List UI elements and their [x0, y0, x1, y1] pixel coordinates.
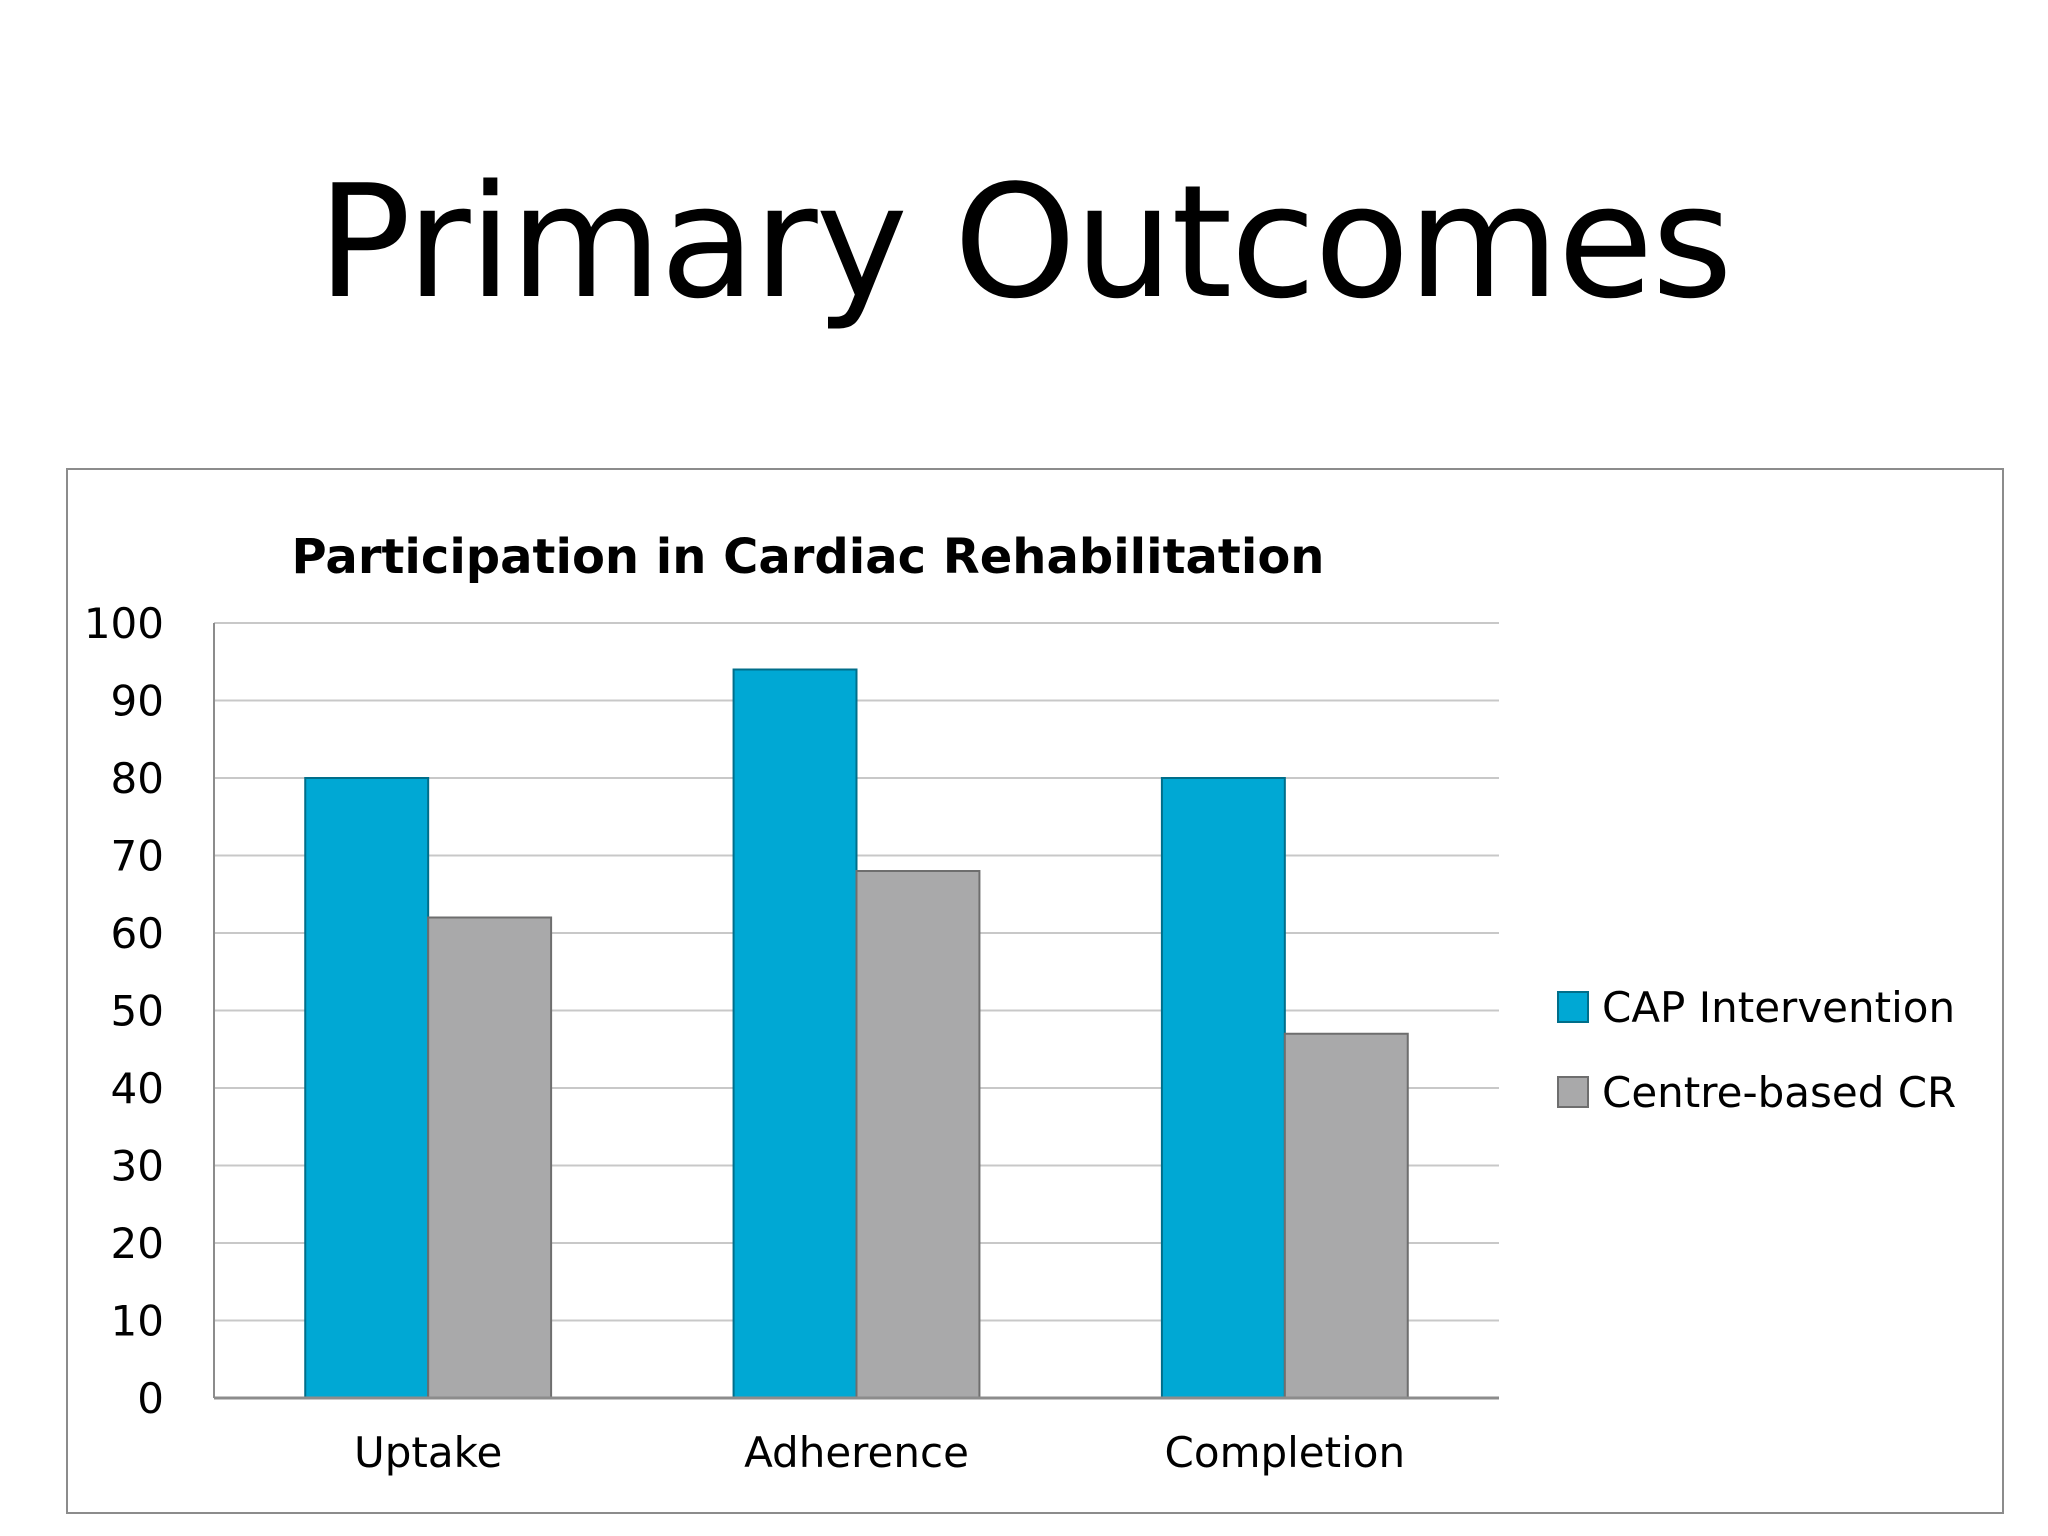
x-tick-labels: Uptake Adherence Completion — [354, 1428, 1405, 1477]
chart-frame: 0 10 20 30 40 50 60 70 80 90 100 Uptake Adherence Co… — [66, 468, 2004, 1514]
legend-swatch — [1557, 1076, 1589, 1108]
bar-centre-based-cr — [855, 870, 981, 1399]
axes — [213, 623, 1499, 1400]
y-tick-label: 90 — [111, 677, 164, 726]
y-tick-label: 60 — [111, 909, 164, 958]
y-tick-labels: 0 10 20 30 40 50 60 70 80 90 100 — [84, 599, 164, 1423]
y-tick-label: 30 — [111, 1142, 164, 1191]
bar-chart: 0 10 20 30 40 50 60 70 80 90 100 Uptake Adherence Co… — [84, 529, 1956, 1477]
legend-label: CAP Intervention — [1602, 983, 1955, 1032]
y-tick-label: 50 — [111, 987, 164, 1036]
bar-cap-intervention — [304, 777, 430, 1399]
slide-title: Primary Outcomes — [317, 151, 1733, 333]
y-tick-label: 0 — [137, 1374, 164, 1423]
x-tick-label: Completion — [1165, 1428, 1406, 1477]
y-tick-label: 70 — [111, 832, 164, 881]
x-tick-label: Adherence — [744, 1428, 969, 1477]
bar-centre-based-cr — [427, 916, 553, 1399]
y-tick-label: 80 — [111, 754, 164, 803]
y-tick-label: 100 — [84, 599, 164, 648]
y-tick-label: 40 — [111, 1064, 164, 1113]
chart-title: Participation in Cardiac Rehabilitation — [292, 529, 1325, 585]
y-tick-label: 20 — [111, 1219, 164, 1268]
bar-centre-based-cr — [1283, 1032, 1409, 1399]
legend-label: Centre-based CR — [1602, 1068, 1956, 1117]
y-tick-label: 10 — [111, 1297, 164, 1346]
x-tick-label: Uptake — [354, 1428, 502, 1477]
legend-swatch — [1557, 991, 1589, 1023]
bar-cap-intervention — [1160, 777, 1286, 1399]
bar-cap-intervention — [732, 668, 858, 1399]
legend: CAP Intervention Centre-based CR — [1557, 983, 1956, 1117]
